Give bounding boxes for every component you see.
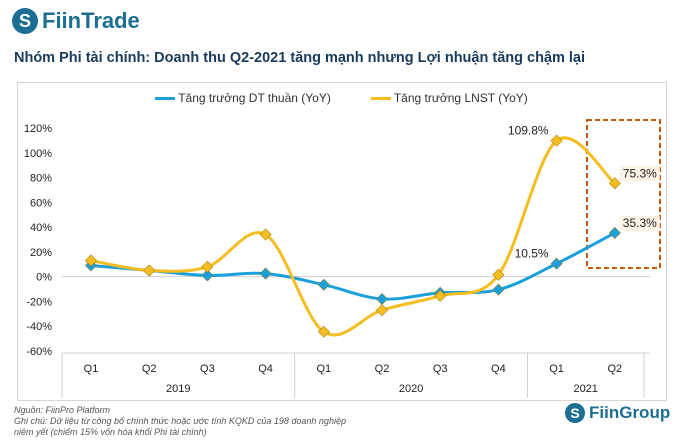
data-point <box>84 254 98 267</box>
footer-notes: Nguồn: FiinPro Platform Ghi chú: Dữ liệu… <box>14 405 346 438</box>
data-point <box>375 292 389 305</box>
x-tick-label: Q2 <box>142 363 157 375</box>
x-tick-label: Q2 <box>375 363 390 375</box>
data-label-bg <box>619 215 660 231</box>
legend-swatch-dt <box>155 96 176 100</box>
data-label: 109.8% <box>508 124 549 138</box>
data-point <box>608 226 621 239</box>
y-tick-label: -60% <box>26 346 52 358</box>
data-point <box>492 268 505 281</box>
legend-item-dt: Tăng trưởng DT thuần (YoY) <box>155 91 331 105</box>
x-group-label: 2021 <box>573 383 597 395</box>
data-point <box>317 325 330 338</box>
x-tick-label: Q4 <box>258 363 273 375</box>
data-point <box>259 267 272 280</box>
legend-label-dt: Tăng trưởng DT thuần (YoY) <box>178 91 331 105</box>
legend-label-lnst: Tăng trưởng LNST (YoY) <box>393 91 528 105</box>
data-label-bg <box>619 166 660 182</box>
data-point <box>492 283 505 296</box>
legend: Tăng trưởng DT thuần (YoY) Tăng trưởng L… <box>0 91 683 105</box>
logo-text: FiinTrade <box>42 8 140 33</box>
series-line-0 <box>90 231 616 301</box>
x-group-label: 2020 <box>399 383 423 395</box>
note-line-2: niêm yết (chiếm 15% vốn hóa khối Phi tài… <box>14 427 207 437</box>
logo-s-icon: S <box>12 8 38 34</box>
y-tick-label: 60% <box>30 197 52 209</box>
series-line-1 <box>90 136 616 337</box>
logo-text: FiinGroup <box>589 403 671 422</box>
source-text: Nguồn: FiinPro Platform <box>14 405 111 415</box>
y-tick-label: 0% <box>36 272 52 284</box>
y-tick-label: 40% <box>30 222 52 234</box>
data-label: 35.3% <box>623 216 657 230</box>
highlight-box <box>586 119 661 269</box>
y-tick-label: 100% <box>24 148 52 160</box>
legend-item-lnst: Tăng trưởng LNST (YoY) <box>370 91 528 105</box>
data-point <box>375 304 389 317</box>
x-tick-label: Q1 <box>549 363 564 375</box>
x-tick-label: Q1 <box>84 363 99 375</box>
chart-frame <box>17 82 667 401</box>
y-tick-label: 20% <box>30 247 52 259</box>
y-tick-label: 80% <box>30 173 52 185</box>
y-tick-label: -20% <box>26 296 52 308</box>
legend-swatch-lnst <box>370 96 391 100</box>
data-point <box>434 289 447 302</box>
data-point <box>201 260 214 273</box>
data-point <box>317 278 330 291</box>
note-line-1: Ghi chú: Dữ liệu từ công bố chính thức h… <box>14 416 346 426</box>
fiintrade-logo: S FiinTrade <box>12 8 140 34</box>
data-point <box>608 177 621 190</box>
data-point <box>550 134 563 147</box>
fiingroup-logo: S FiinGroup <box>565 403 670 423</box>
logo-s-icon: S <box>565 403 585 423</box>
x-tick-label: Q2 <box>607 363 622 375</box>
x-tick-label: Q3 <box>200 363 215 375</box>
data-label: 75.3% <box>623 166 657 180</box>
data-point <box>143 264 156 277</box>
x-tick-label: Q1 <box>316 363 331 375</box>
data-point <box>259 228 272 241</box>
x-tick-label: Q3 <box>433 363 448 375</box>
x-group-label: 2019 <box>166 383 190 395</box>
data-point <box>550 257 563 270</box>
x-tick-label: Q4 <box>491 363 506 375</box>
page-title: Nhóm Phi tài chính: Doanh thu Q2-2021 tă… <box>14 50 586 66</box>
data-label: 10.5% <box>515 247 549 261</box>
y-tick-label: -40% <box>26 321 52 333</box>
y-tick-label: 120% <box>24 123 52 135</box>
data-point <box>201 269 214 282</box>
